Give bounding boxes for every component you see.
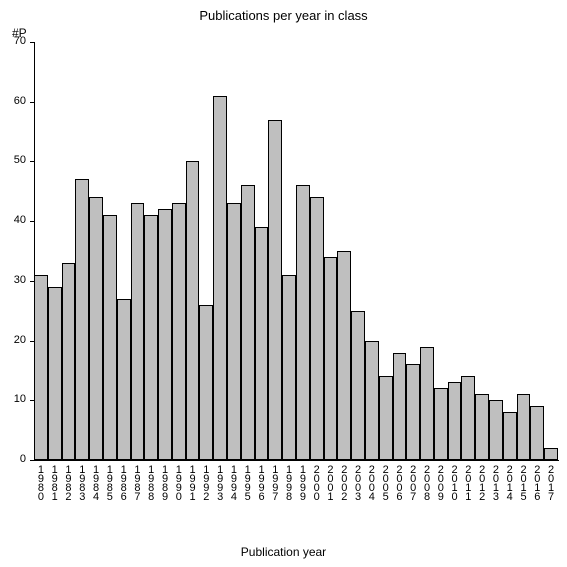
bar xyxy=(406,364,420,460)
x-tick-label: 1991 xyxy=(187,464,198,500)
x-tick-label: 1984 xyxy=(90,464,101,500)
bar xyxy=(227,203,241,460)
bar xyxy=(241,185,255,460)
x-tick-label: 1998 xyxy=(283,464,294,500)
x-tick-label: 2005 xyxy=(380,464,391,500)
x-tick-label: 1989 xyxy=(159,464,170,500)
y-tick-mark xyxy=(30,221,34,222)
x-tick-label: 1993 xyxy=(214,464,225,500)
bar xyxy=(365,341,379,460)
bar xyxy=(489,400,503,460)
y-tick-mark xyxy=(30,460,34,461)
x-tick-label: 2004 xyxy=(366,464,377,500)
bar xyxy=(310,197,324,460)
bar xyxy=(144,215,158,460)
bar xyxy=(379,376,393,460)
x-tick-label: 2007 xyxy=(407,464,418,500)
x-tick-label: 2001 xyxy=(324,464,335,500)
bar xyxy=(530,406,544,460)
bar xyxy=(103,215,117,460)
x-tick-label: 1980 xyxy=(35,464,46,500)
x-tick-label: 1994 xyxy=(228,464,239,500)
y-tick-label: 70 xyxy=(0,35,26,47)
x-tick-label: 2015 xyxy=(518,464,529,500)
bar xyxy=(296,185,310,460)
x-tick-label: 1992 xyxy=(200,464,211,500)
x-tick-label: 2003 xyxy=(352,464,363,500)
x-tick-label: 1990 xyxy=(173,464,184,500)
bar xyxy=(48,287,62,460)
x-tick-label: 1999 xyxy=(297,464,308,500)
y-tick-label: 50 xyxy=(0,154,26,166)
x-tick-label: 2013 xyxy=(490,464,501,500)
y-tick-label: 0 xyxy=(0,453,26,465)
bar xyxy=(75,179,89,460)
bar xyxy=(89,197,103,460)
bar xyxy=(324,257,338,460)
bar xyxy=(282,275,296,460)
x-tick-label: 2008 xyxy=(421,464,432,500)
x-tick-label: 2011 xyxy=(462,464,473,500)
x-tick-label: 1986 xyxy=(118,464,129,500)
bar xyxy=(351,311,365,460)
x-tick-label: 1996 xyxy=(256,464,267,500)
x-tick-label: 1985 xyxy=(104,464,115,500)
x-tick-label: 2000 xyxy=(311,464,322,500)
x-tick-label: 1995 xyxy=(242,464,253,500)
bar xyxy=(461,376,475,460)
x-tick-label: 2010 xyxy=(449,464,460,500)
x-tick-label: 1983 xyxy=(76,464,87,500)
y-tick-label: 40 xyxy=(0,214,26,226)
x-tick-label: 2006 xyxy=(393,464,404,500)
bar xyxy=(158,209,172,460)
y-tick-mark xyxy=(30,42,34,43)
x-tick-label: 2012 xyxy=(476,464,487,500)
bar xyxy=(255,227,269,460)
bar xyxy=(544,448,558,460)
bar xyxy=(420,347,434,460)
x-axis-label: Publication year xyxy=(0,545,567,559)
x-tick-label: 1988 xyxy=(145,464,156,500)
bar xyxy=(268,120,282,460)
y-tick-label: 10 xyxy=(0,393,26,405)
bar xyxy=(213,96,227,460)
x-tick-label: 1997 xyxy=(269,464,280,500)
chart-title: Publications per year in class xyxy=(0,8,567,23)
bar xyxy=(172,203,186,460)
x-tick-label: 2017 xyxy=(545,464,556,500)
x-tick-label: 1987 xyxy=(131,464,142,500)
bar xyxy=(62,263,76,460)
bar xyxy=(393,353,407,460)
bar xyxy=(131,203,145,460)
x-tick-label: 2009 xyxy=(435,464,446,500)
x-tick-label: 2014 xyxy=(504,464,515,500)
y-tick-mark xyxy=(30,161,34,162)
bar xyxy=(186,161,200,460)
chart-container: Publications per year in class #P Public… xyxy=(0,0,567,567)
y-tick-label: 60 xyxy=(0,95,26,107)
x-tick-label: 2016 xyxy=(531,464,542,500)
bar xyxy=(199,305,213,460)
y-tick-label: 30 xyxy=(0,274,26,286)
bar xyxy=(517,394,531,460)
y-tick-mark xyxy=(30,102,34,103)
bar xyxy=(503,412,517,460)
x-tick-label: 1982 xyxy=(62,464,73,500)
bar xyxy=(337,251,351,460)
bar xyxy=(34,275,48,460)
bar xyxy=(117,299,131,460)
x-tick-label: 1981 xyxy=(49,464,60,500)
y-tick-label: 20 xyxy=(0,334,26,346)
bar xyxy=(434,388,448,460)
bar xyxy=(475,394,489,460)
x-tick-label: 2002 xyxy=(338,464,349,500)
bar xyxy=(448,382,462,460)
